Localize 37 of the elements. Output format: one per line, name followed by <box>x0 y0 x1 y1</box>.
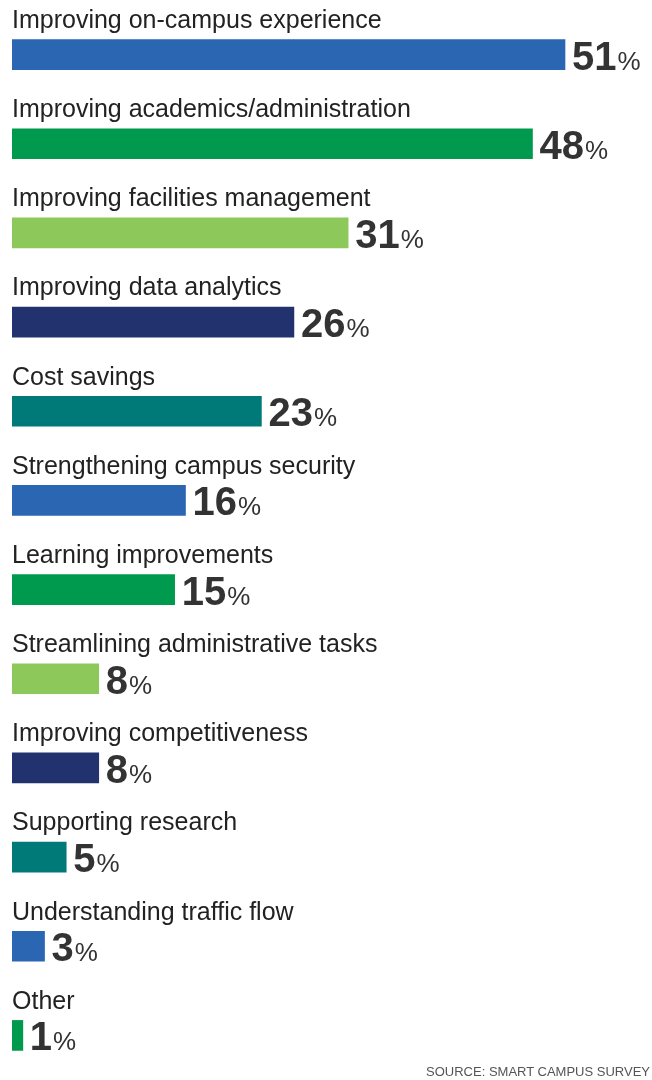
source-note: SOURCE: SMART CAMPUS SURVEY <box>426 1064 651 1080</box>
bar <box>12 39 566 70</box>
y-tick-label: Improving on-campus experience <box>12 4 382 33</box>
data-label: 8% <box>105 746 153 791</box>
y-tick-label: Strengthening campus security <box>12 450 356 479</box>
bar <box>12 1020 24 1051</box>
data-label: 48% <box>539 122 609 167</box>
data-label: 26% <box>300 301 370 346</box>
data-label: 15% <box>181 568 251 613</box>
bar <box>12 485 186 516</box>
data-label: 3% <box>51 925 98 970</box>
y-tick-label: Understanding traffic flow <box>12 896 295 925</box>
y-tick-label: Other <box>12 985 75 1014</box>
data-label: 1% <box>29 1014 77 1059</box>
bar <box>12 663 100 695</box>
y-tick-label: Improving academics/administration <box>12 94 411 123</box>
bar <box>12 306 295 338</box>
y-tick-label: Improving competitiveness <box>12 718 308 747</box>
data-label: 31% <box>355 211 424 256</box>
data-label: 51% <box>572 33 641 78</box>
y-tick-label: Improving facilities management <box>12 183 371 212</box>
data-label: 16% <box>192 479 262 524</box>
bar <box>12 395 262 427</box>
data-label: 8% <box>105 657 153 702</box>
y-tick-label: Improving data analytics <box>12 272 282 301</box>
bar <box>12 128 533 160</box>
y-tick-label: Cost savings <box>12 361 156 390</box>
y-tick-label: Streamlining administrative tasks <box>12 629 378 658</box>
data-label: 5% <box>73 836 120 881</box>
bar <box>12 930 45 962</box>
data-label: 23% <box>268 390 338 435</box>
bar <box>12 752 100 784</box>
bar <box>12 574 175 605</box>
bar <box>12 841 67 873</box>
bar <box>12 217 349 249</box>
y-tick-label: Supporting research <box>12 807 238 836</box>
y-tick-label: Learning improvements <box>12 539 274 568</box>
